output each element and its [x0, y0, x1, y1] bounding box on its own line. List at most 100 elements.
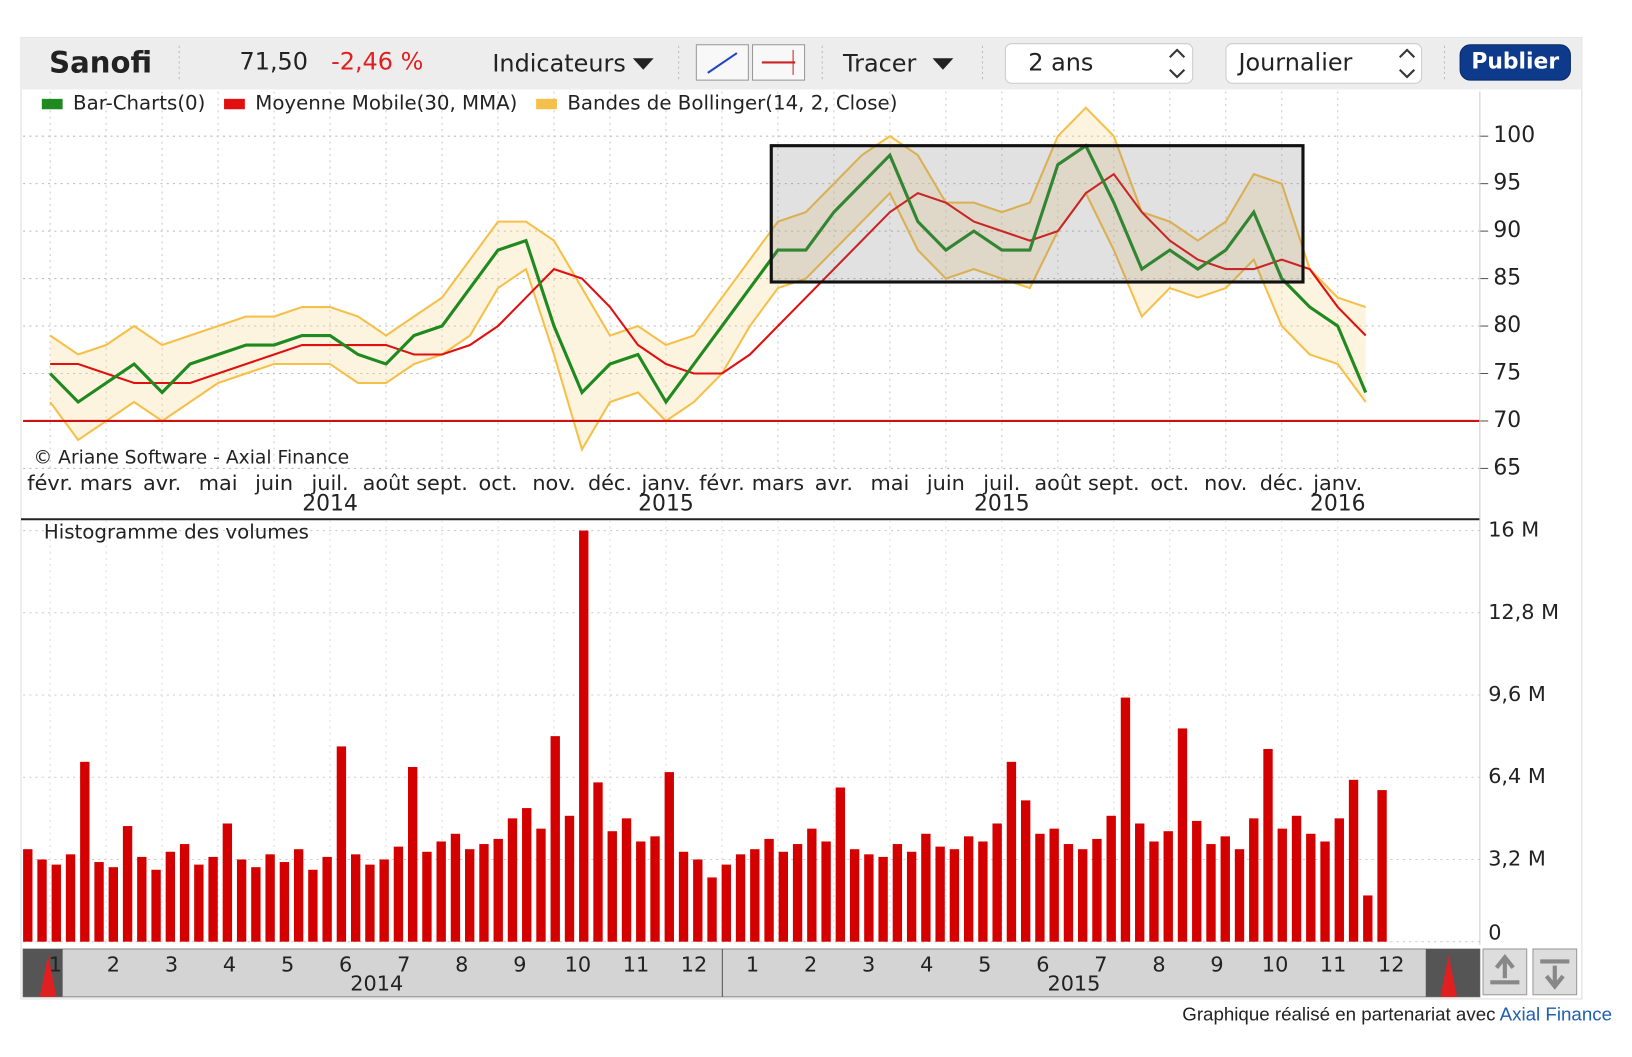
x-tick-label: mai — [199, 471, 238, 495]
x-tick-label: oct. — [1150, 471, 1189, 495]
panel-title: Histogramme des volumes — [44, 520, 309, 543]
volume-bar — [693, 859, 703, 942]
x-tick-label: août — [1034, 471, 1081, 495]
navigator-month: 1 — [49, 953, 62, 977]
navigator-month: 3 — [862, 953, 875, 977]
volume-bar — [436, 841, 446, 942]
volume-bar — [792, 844, 803, 942]
volume-bar — [1177, 728, 1188, 942]
volume-bar — [764, 838, 774, 942]
volume-bar — [479, 844, 489, 942]
volume-bar — [1220, 836, 1230, 942]
volume-bar — [1377, 790, 1387, 942]
bollinger-upper — [49, 106, 1367, 356]
x-tick-label: juin — [926, 471, 965, 495]
price-line — [49, 143, 1368, 405]
navigator-month: 10 — [565, 953, 591, 977]
volume-bar — [1234, 849, 1245, 942]
navigator-month: 6 — [1036, 953, 1049, 977]
volume-bar — [350, 854, 361, 942]
volume-bar — [465, 849, 475, 942]
volume-bar — [1120, 697, 1131, 942]
indicators-menu[interactable]: Indicateurs — [492, 50, 625, 78]
interval-select[interactable] — [1225, 43, 1423, 84]
volume-bar — [1163, 831, 1173, 942]
volume-bar — [536, 828, 546, 942]
navigator-year: 2014 — [350, 971, 403, 995]
moving-average-line — [50, 172, 1367, 385]
volume-bar — [1306, 833, 1316, 942]
volume-bar — [208, 856, 218, 942]
x-year-label: 2015 — [638, 492, 694, 517]
volume-bar — [407, 766, 418, 942]
volume-bar — [108, 867, 118, 942]
volume-bar — [236, 859, 247, 942]
navigator-month: 9 — [1210, 953, 1223, 977]
volume-bar — [1092, 838, 1102, 942]
volume-bar — [422, 851, 432, 942]
volume-bar — [1291, 815, 1302, 942]
volume-bar — [664, 772, 674, 942]
navigator-month: 7 — [397, 953, 410, 977]
volume-bar — [322, 856, 332, 942]
legend-swatch — [536, 98, 557, 110]
volume-bar — [293, 849, 304, 942]
volume-bar — [650, 836, 660, 942]
navigator-month: 1 — [746, 953, 759, 977]
footer-link[interactable]: Axial Finance — [1500, 1004, 1612, 1025]
volume-bar — [308, 869, 318, 942]
volume-bar — [179, 844, 190, 942]
navigator-month: 8 — [1152, 953, 1165, 977]
bollinger-fill — [50, 107, 1366, 450]
legend-swatch — [224, 98, 245, 110]
stock-name: Sanofi — [49, 46, 152, 80]
volume-bar — [507, 818, 518, 942]
y-tick-label: 85 — [1493, 266, 1521, 291]
volume-bar — [165, 851, 176, 942]
publish-button[interactable] — [1459, 44, 1571, 81]
volume-bar — [821, 841, 831, 942]
navigator-month: 5 — [281, 953, 294, 977]
volume-bar — [251, 867, 261, 942]
volume-bar — [1263, 748, 1273, 942]
x-tick-label: juil. — [982, 471, 1020, 495]
x-tick-label: mai — [870, 471, 909, 495]
interval-value: Journalier — [1236, 48, 1352, 76]
y-tick-label: 90 — [1493, 218, 1521, 243]
navigator-month: 4 — [920, 953, 933, 977]
volume-bar — [992, 823, 1002, 942]
navigator-month: 5 — [978, 953, 991, 977]
volume-bar — [122, 826, 133, 942]
navigator-month: 6 — [339, 953, 352, 977]
legend-label: Bandes de Bollinger(14, 2, Close) — [567, 92, 897, 115]
volume-bar — [864, 854, 874, 942]
navigator-month: 2 — [107, 953, 120, 977]
y-tick-label: 80 — [1493, 313, 1521, 338]
volume-bar — [265, 854, 275, 942]
volume-bar — [721, 864, 731, 942]
x-tick-label: déc. — [1260, 471, 1304, 495]
volume-bar — [579, 530, 589, 942]
volume-bar — [1149, 841, 1159, 942]
volume-bar — [336, 746, 347, 942]
volume-bar — [550, 736, 560, 942]
volume-bar — [493, 838, 503, 942]
volume-bar — [23, 849, 33, 942]
period-value: 2 ans — [1028, 48, 1093, 76]
x-tick-label: sept. — [1088, 471, 1140, 495]
navigator-month: 9 — [513, 953, 526, 977]
volume-bar — [1277, 828, 1287, 942]
volume-bar — [1334, 818, 1344, 942]
volume-bar — [393, 846, 404, 942]
volume-bar — [279, 862, 290, 942]
copyright: © Ariane Software - Axial Finance — [34, 447, 350, 468]
period-select[interactable] — [1004, 43, 1194, 84]
draw-menu[interactable]: Tracer — [842, 50, 916, 78]
publish-label: Publier — [1471, 49, 1559, 74]
volume-bar — [607, 831, 617, 942]
volume-bar — [849, 849, 860, 942]
volume-bar — [1063, 844, 1074, 942]
y-tick-label: 100 — [1493, 123, 1535, 148]
